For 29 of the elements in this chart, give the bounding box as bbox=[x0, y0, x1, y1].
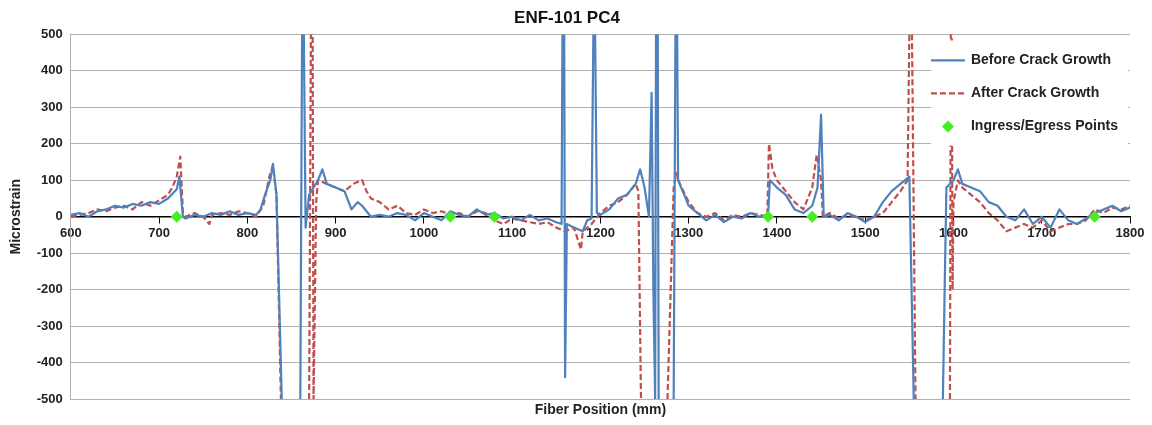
x-axis-title: Fiber Position (mm) bbox=[534, 400, 667, 417]
y-tick-label: -100 bbox=[36, 244, 63, 260]
x-tick-label: 1300 bbox=[674, 225, 704, 241]
y-tick-label: 400 bbox=[41, 62, 63, 78]
y-tick-label: 300 bbox=[41, 98, 63, 114]
legend-label: Ingress/Egress Points bbox=[970, 117, 1119, 134]
legend-label: After Crack Growth bbox=[970, 84, 1100, 101]
x-tick-label: 900 bbox=[324, 225, 347, 241]
x-tick-label: 800 bbox=[236, 225, 259, 241]
legend-label: Before Crack Growth bbox=[970, 51, 1111, 68]
y-tick-label: -500 bbox=[36, 390, 63, 406]
y-tick-label: -200 bbox=[36, 281, 63, 297]
x-tick-label: 1500 bbox=[850, 225, 880, 241]
y-tick-label: -400 bbox=[36, 354, 63, 370]
chart-title: ENF-101 PC4 bbox=[514, 7, 621, 27]
y-tick-label: 100 bbox=[41, 171, 63, 187]
y-tick-label: 500 bbox=[41, 25, 63, 41]
x-tick-label: 600 bbox=[59, 225, 82, 241]
y-axis-title: Microstrain bbox=[7, 178, 24, 255]
x-tick-label: 1000 bbox=[409, 225, 439, 241]
y-tick-label: 0 bbox=[55, 208, 63, 224]
y-tick-label: 200 bbox=[41, 135, 63, 151]
x-tick-label: 1800 bbox=[1115, 225, 1145, 241]
x-tick-label: 1700 bbox=[1027, 225, 1057, 241]
x-tick-label: 1100 bbox=[498, 225, 527, 241]
x-tick-label: 1400 bbox=[762, 225, 792, 241]
x-tick-label: 700 bbox=[148, 225, 170, 241]
x-tick-label: 1200 bbox=[585, 225, 615, 241]
y-tick-label: -300 bbox=[36, 317, 63, 333]
